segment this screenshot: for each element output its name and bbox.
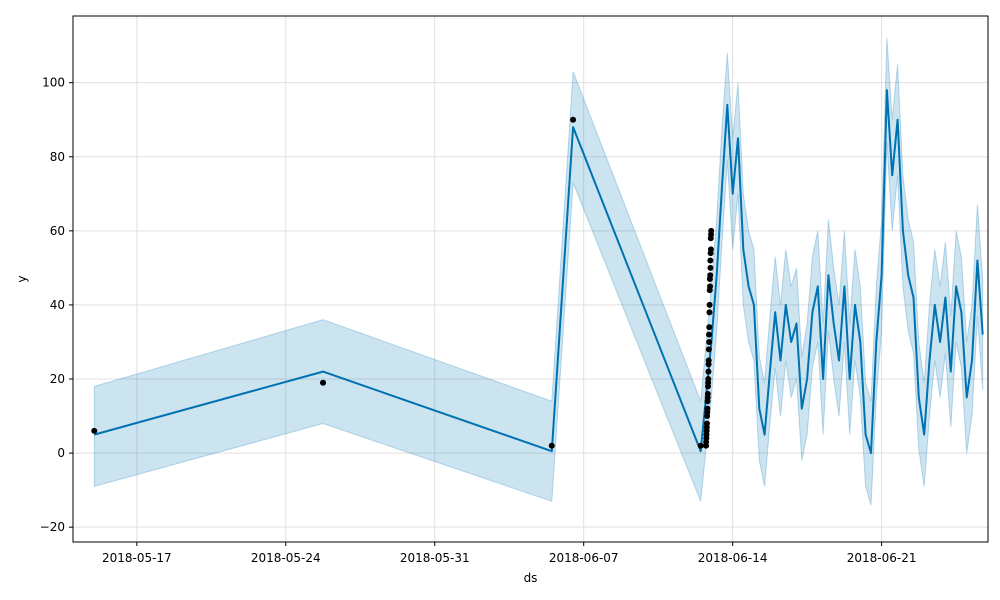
y-tick-label: 0	[57, 446, 65, 460]
x-tick-label: 2018-05-24	[251, 551, 321, 565]
uncertainty-band	[93, 38, 984, 506]
observed-points-layer	[91, 116, 715, 449]
observed-point	[704, 409, 711, 416]
observed-point	[320, 379, 327, 386]
observed-point	[91, 427, 98, 434]
plot-frame	[72, 15, 989, 543]
x-tick-label: 2018-06-21	[847, 551, 917, 565]
axis-ticks: 2018-05-17 2018-05-24 2018-05-31 2018-06-07…	[40, 76, 917, 565]
uncertainty-band-layer	[93, 38, 984, 506]
observed-point	[707, 250, 714, 257]
y-axis-label: y	[15, 275, 29, 282]
observed-point	[703, 435, 710, 442]
observed-point	[707, 235, 714, 242]
x-axis-label: ds	[524, 571, 538, 585]
observed-point	[706, 287, 713, 294]
x-tick-label: 2018-06-07	[549, 551, 619, 565]
observed-point	[570, 116, 577, 123]
y-tick-label: 60	[50, 224, 65, 238]
observed-point	[548, 442, 555, 449]
observed-point	[706, 331, 713, 338]
observed-point	[706, 309, 713, 316]
observed-point	[705, 361, 712, 368]
forecast-line	[94, 89, 984, 455]
observed-point	[707, 257, 714, 264]
observed-point	[705, 346, 712, 353]
observed-point	[703, 424, 710, 431]
observed-point	[706, 301, 713, 308]
x-tick-label: 2018-05-17	[102, 551, 172, 565]
y-tick-label: 100	[42, 76, 65, 90]
y-tick-label: 40	[50, 298, 65, 312]
observed-point	[704, 394, 711, 401]
observed-point	[705, 379, 712, 386]
observed-point	[706, 276, 713, 282]
x-tick-label: 2018-06-14	[698, 551, 768, 565]
observed-point	[707, 264, 714, 271]
observed-point	[706, 338, 713, 345]
x-tick-label: 2018-05-31	[400, 551, 470, 565]
observed-point	[706, 324, 713, 331]
observed-point	[708, 227, 715, 234]
forecast-line-layer	[94, 89, 984, 455]
y-tick-label: −20	[40, 520, 65, 534]
y-tick-label: 80	[50, 150, 65, 164]
y-tick-label: 20	[50, 372, 65, 386]
observed-point	[697, 442, 704, 449]
observed-point	[705, 368, 712, 375]
